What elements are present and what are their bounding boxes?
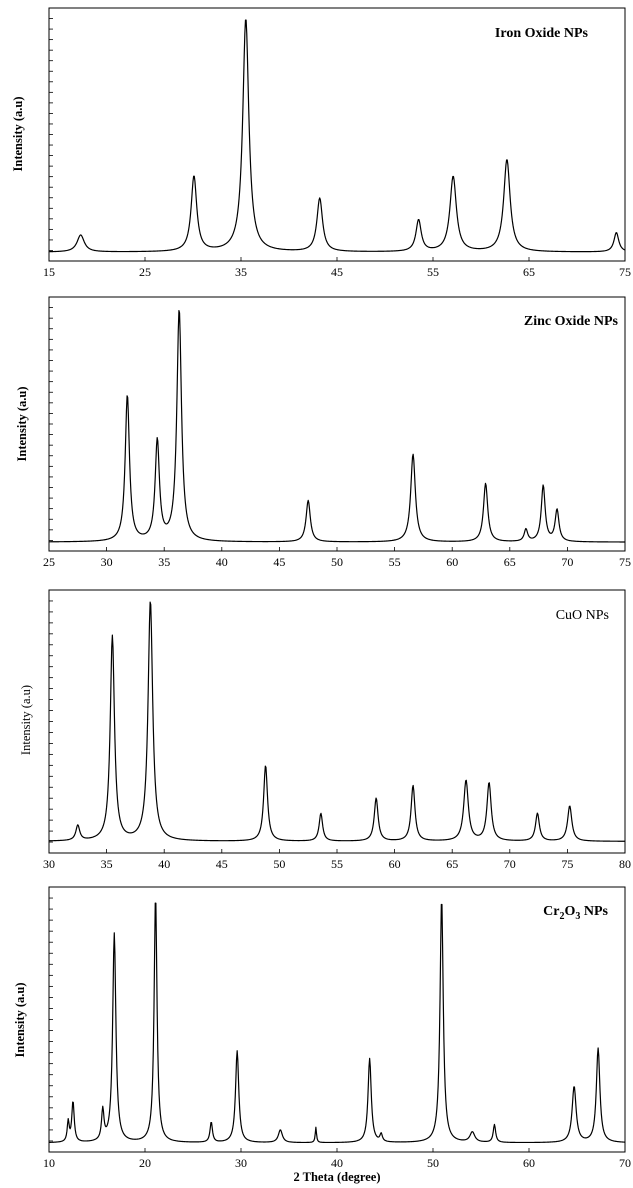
cuo-plot-frame [48, 589, 626, 854]
iron-oxide-x-tick-label: 15 [43, 265, 55, 279]
zinc-oxide-x-tick-label: 40 [216, 555, 228, 569]
zinc-oxide-x-tick-label: 70 [561, 555, 573, 569]
cr2o3-x-tick-label: 20 [139, 1156, 151, 1170]
zinc-oxide-x-ticks: 25 30 35 40 45 50 55 60 65 70 75 [43, 547, 631, 569]
cuo-x-tick-label: 35 [101, 857, 113, 871]
zinc-oxide-x-tick-label: 35 [158, 555, 170, 569]
cuo-title: CuO NPs [556, 608, 609, 623]
cuo-x-tick-label: 80 [619, 857, 631, 871]
cuo-x-tick-label: 75 [561, 857, 573, 871]
zinc-oxide-plot-frame [48, 296, 626, 552]
cr2o3-y-ticks [49, 897, 53, 1142]
zinc-oxide-x-tick-label: 60 [446, 555, 458, 569]
cuo-y-axis-label: Intensity (a.u) [19, 685, 33, 755]
cuo-x-tick-label: 45 [216, 857, 228, 871]
iron-oxide-x-tick-label: 45 [331, 265, 343, 279]
iron-oxide-x-ticks: 15 25 35 45 55 65 75 [43, 257, 631, 279]
cuo-x-tick-label: 30 [43, 857, 55, 871]
iron-oxide-x-tick-label: 25 [139, 265, 151, 279]
zinc-oxide-x-tick-label: 45 [273, 555, 285, 569]
iron-oxide-y-axis-label: Intensity (a.u) [11, 96, 25, 171]
cuo-x-tick-label: 50 [273, 857, 285, 871]
zinc-oxide-x-tick-label: 30 [101, 555, 113, 569]
zinc-oxide-y-ticks [49, 307, 53, 541]
cr2o3-x-tick-label: 60 [523, 1156, 535, 1170]
iron-oxide-plot-frame [48, 7, 626, 262]
cuo-x-tick-label: 55 [331, 857, 343, 871]
zinc-oxide-title: Zinc Oxide NPs [524, 314, 619, 329]
cuo-x-tick-label: 70 [504, 857, 516, 871]
iron-oxide-xrd-trace [48, 19, 626, 253]
cr2o3-x-tick-label: 40 [331, 1156, 343, 1170]
cr2o3-x-tick-label: 50 [427, 1156, 439, 1170]
zinc-oxide-x-tick-label: 75 [619, 555, 631, 569]
cuo-xrd-trace [48, 601, 625, 842]
iron-oxide-title: Iron Oxide NPs [495, 26, 589, 41]
zinc-oxide-x-tick-label: 65 [504, 555, 516, 569]
cr2o3-x-ticks: 10 20 30 40 50 60 70 [43, 1148, 631, 1170]
cuo-y-ticks [49, 600, 53, 843]
cuo-x-tick-label: 40 [158, 857, 170, 871]
cr2o3-y-axis-label: Intensity (a.u) [13, 982, 27, 1057]
cr2o3-x-tick-label: 10 [43, 1156, 55, 1170]
cr2o3-panel: 10 20 30 40 50 60 70 Cr2O3 NPs Intensity (a.u)… [13, 886, 631, 1184]
iron-oxide-x-tick-label: 55 [427, 265, 439, 279]
cr2o3-x-tick-label: 30 [235, 1156, 247, 1170]
iron-oxide-panel: 15 25 35 45 55 65 75 Iron Oxide NPs Intensity … [11, 7, 631, 279]
cr2o3-plot-frame [48, 886, 626, 1153]
iron-oxide-y-ticks [49, 18, 53, 251]
iron-oxide-x-tick-label: 75 [619, 265, 631, 279]
cuo-x-ticks: 30 35 40 45 50 55 60 65 70 75 80 [43, 849, 631, 871]
cr2o3-x-tick-label: 70 [619, 1156, 631, 1170]
cuo-panel: 30 35 40 45 50 55 60 65 70 75 80 CuO NPs Intensity… [19, 589, 631, 871]
zinc-oxide-xrd-trace [49, 309, 625, 543]
zinc-oxide-x-tick-label: 25 [43, 555, 55, 569]
iron-oxide-x-tick-label: 35 [235, 265, 247, 279]
cr2o3-title: Cr2O3 NPs [543, 904, 608, 922]
cr2o3-xrd-trace [48, 902, 626, 1144]
x-axis-label: 2 Theta (degree) [293, 1170, 380, 1184]
zinc-oxide-panel: 25 30 35 40 45 50 55 60 65 70 75 Zinc Oxide NPs In… [15, 296, 631, 569]
zinc-oxide-y-axis-label: Intensity (a.u) [15, 386, 29, 461]
cuo-x-tick-label: 65 [446, 857, 458, 871]
zinc-oxide-x-tick-label: 50 [331, 555, 343, 569]
cuo-x-tick-label: 60 [389, 857, 401, 871]
zinc-oxide-x-tick-label: 55 [389, 555, 401, 569]
iron-oxide-x-tick-label: 65 [523, 265, 535, 279]
